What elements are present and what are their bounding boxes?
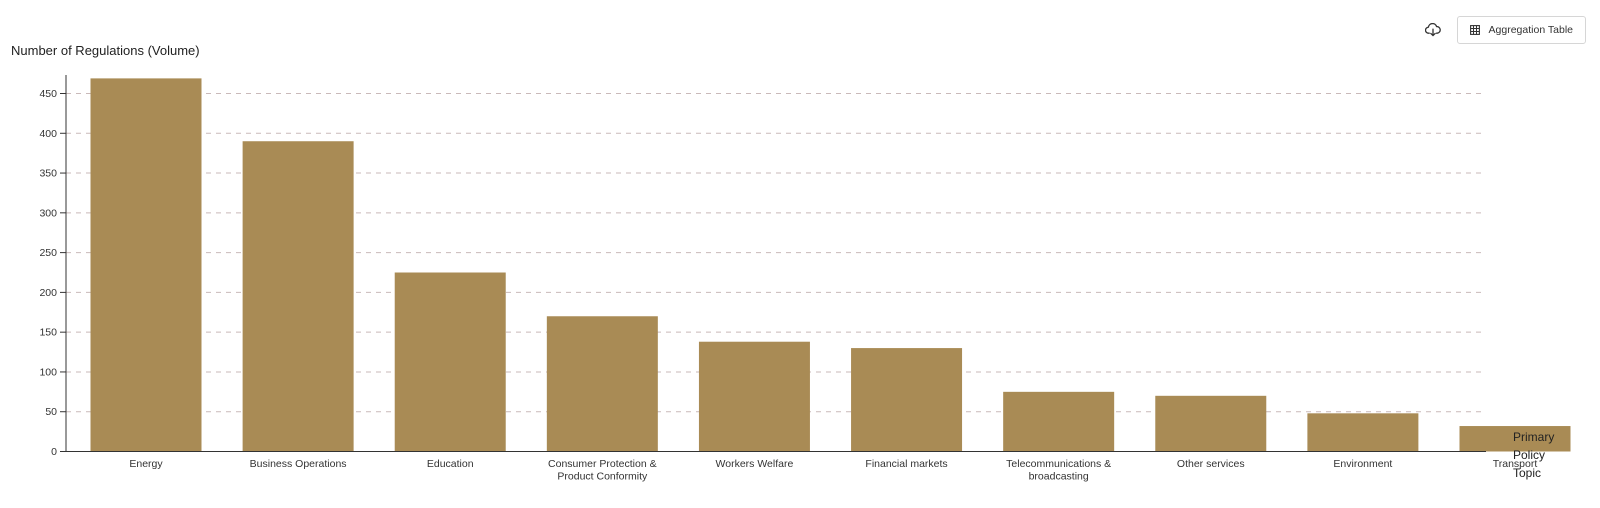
x-tick-label: Telecommunications & broadcasting bbox=[1006, 458, 1111, 483]
x-tick-label: Financial markets bbox=[865, 458, 947, 470]
axes: 0 50 100 150 200 250 300 350 400 450 Energy Busines… bbox=[39, 75, 1537, 483]
x-tick-label: Transport bbox=[1493, 458, 1538, 470]
y-tick-label: 350 bbox=[39, 168, 57, 180]
y-tick-label: 100 bbox=[39, 366, 57, 378]
chart-toolbar: Aggregation Table bbox=[1419, 16, 1586, 44]
x-tick-label: Environment bbox=[1333, 458, 1392, 470]
x-tick-label: Business Operations bbox=[250, 458, 347, 470]
x-tick-label: Energy bbox=[129, 458, 163, 470]
bars bbox=[90, 78, 1571, 452]
y-tick-label: 300 bbox=[39, 207, 57, 219]
x-tick-label: Education bbox=[427, 458, 474, 470]
bar[interactable] bbox=[1003, 391, 1115, 452]
x-tick-label: Workers Welfare bbox=[716, 458, 794, 470]
y-tick-label: 200 bbox=[39, 287, 57, 299]
bar[interactable] bbox=[1307, 413, 1419, 452]
bar[interactable] bbox=[90, 78, 202, 452]
x-tick-label: Consumer Protection & Product Conformity bbox=[548, 458, 657, 483]
y-tick-label: 450 bbox=[39, 88, 57, 100]
bar[interactable] bbox=[851, 348, 963, 452]
table-grid-icon bbox=[1469, 25, 1480, 35]
cloud-download-icon[interactable] bbox=[1419, 16, 1447, 44]
bar[interactable] bbox=[394, 272, 506, 452]
bar[interactable] bbox=[1155, 395, 1267, 452]
bar[interactable] bbox=[698, 341, 810, 452]
x-axis-title: Primary Policy Topic bbox=[1513, 430, 1554, 480]
y-tick-label: 400 bbox=[39, 128, 57, 140]
bar[interactable] bbox=[1459, 426, 1571, 452]
x-tick-label: Other services bbox=[1177, 458, 1245, 470]
x-axis-title-text: Primary Policy Topic bbox=[1513, 430, 1554, 480]
y-tick-label: 0 bbox=[51, 446, 57, 458]
y-axis-title: Number of Regulations (Volume) bbox=[11, 43, 200, 58]
bar[interactable] bbox=[242, 141, 354, 452]
y-tick-label: 150 bbox=[39, 327, 57, 339]
y-tick-label: 50 bbox=[45, 406, 57, 418]
y-tick-label: 250 bbox=[39, 247, 57, 259]
bar[interactable] bbox=[546, 316, 658, 452]
aggregation-table-button[interactable]: Aggregation Table bbox=[1456, 16, 1586, 44]
aggregation-table-label: Aggregation Table bbox=[1488, 24, 1573, 36]
